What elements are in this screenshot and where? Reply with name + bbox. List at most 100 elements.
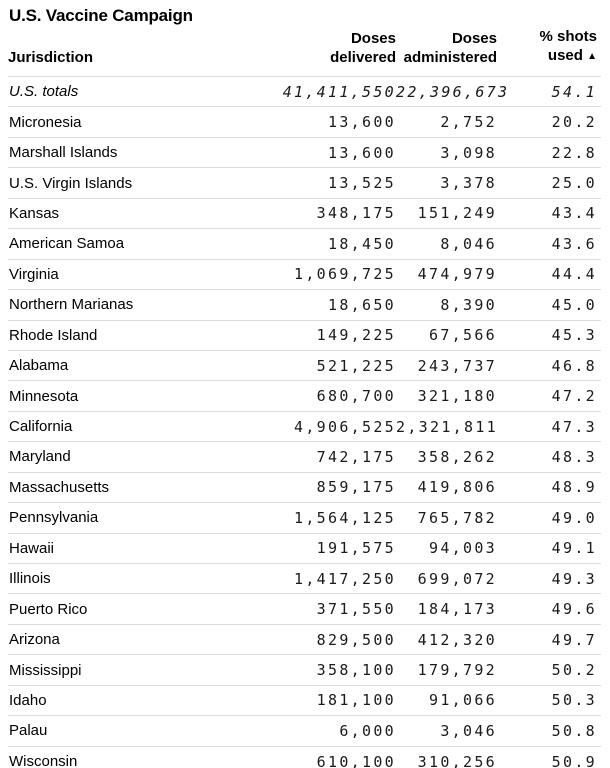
jurisdiction-cell: Maryland <box>9 448 71 466</box>
column-header-jurisdiction-label: Jurisdiction <box>8 49 94 66</box>
doses-delivered-cell: 191,575 <box>316 539 396 558</box>
vaccine-table: Jurisdiction Doses delivered Doses adminis… <box>8 26 601 768</box>
jurisdiction-cell: U.S. Virgin Islands <box>9 174 133 192</box>
doses-delivered-cell: 1,564,125 <box>294 508 396 527</box>
doses-administered-cell: 22,396,673 <box>396 82 510 101</box>
table-row: Minnesota 680,700 321,180 47.2 <box>8 381 601 412</box>
doses-delivered-cell: 610,100 <box>316 752 396 768</box>
pct-shots-used-cell: 50.9 <box>551 752 597 768</box>
column-header-doses-administered[interactable]: Doses administered <box>396 29 497 67</box>
doses-administered-cell: 474,979 <box>417 265 497 284</box>
pct-shots-used-cell: 22.8 <box>551 143 597 162</box>
table-row: Virginia 1,069,725 474,979 44.4 <box>8 260 601 291</box>
table-row: U.S. Virgin Islands 13,525 3,378 25.0 <box>8 168 601 199</box>
doses-delivered-cell: 18,650 <box>328 295 396 314</box>
column-header-jurisdiction[interactable]: Jurisdiction <box>8 48 246 67</box>
jurisdiction-cell: Palau <box>9 722 48 740</box>
table-row: Illinois 1,417,250 699,072 49.3 <box>8 564 601 595</box>
pct-shots-used-cell: 48.9 <box>551 478 597 497</box>
doses-administered-cell: 3,098 <box>440 143 497 162</box>
doses-delivered-cell: 13,600 <box>328 113 396 132</box>
doses-administered-cell: 765,782 <box>417 508 497 527</box>
doses-administered-cell: 8,046 <box>440 234 497 253</box>
pct-shots-used-cell: 49.0 <box>551 508 597 527</box>
doses-administered-cell: 310,256 <box>417 752 497 768</box>
table-body: U.S. totals 41,411,550 22,396,673 54.1 M… <box>8 77 601 768</box>
pct-shots-used-cell: 49.7 <box>551 630 597 649</box>
doses-delivered-cell: 4,906,525 <box>294 417 396 436</box>
pct-shots-used-cell: 45.0 <box>551 295 597 314</box>
doses-delivered-cell: 358,100 <box>316 661 396 680</box>
table-row: Marshall Islands 13,600 3,098 22.8 <box>8 138 601 169</box>
pct-shots-used-cell: 25.0 <box>551 174 597 193</box>
column-header-pct-shots-used[interactable]: % shots used ▲ <box>497 27 601 67</box>
column-header-doses-delivered[interactable]: Doses delivered <box>246 29 396 67</box>
table-row: Idaho 181,100 91,066 50.3 <box>8 686 601 717</box>
pct-shots-used-header-line1: % shots <box>539 28 597 45</box>
pct-shots-used-cell: 50.3 <box>551 691 597 710</box>
pct-shots-used-header-line2: used <box>547 47 583 64</box>
table-row: Wisconsin 610,100 310,256 50.9 <box>8 747 601 768</box>
doses-administered-cell: 2,321,811 <box>396 417 498 436</box>
jurisdiction-cell: Wisconsin <box>9 753 78 768</box>
table-header-row: Jurisdiction Doses delivered Doses adminis… <box>8 26 601 77</box>
table-row: Maryland 742,175 358,262 48.3 <box>8 442 601 473</box>
jurisdiction-cell: Minnesota <box>9 387 79 405</box>
jurisdiction-cell: Arizona <box>9 631 60 649</box>
doses-administered-cell: 151,249 <box>417 204 497 223</box>
pct-shots-used-cell: 46.8 <box>551 356 597 375</box>
doses-delivered-cell: 1,069,725 <box>294 265 396 284</box>
doses-administered-cell: 358,262 <box>417 447 497 466</box>
pct-shots-used-cell: 43.6 <box>551 234 597 253</box>
jurisdiction-cell: Virginia <box>9 265 59 283</box>
jurisdiction-cell: Illinois <box>9 570 51 588</box>
doses-administered-cell: 67,566 <box>429 326 497 345</box>
doses-delivered-cell: 680,700 <box>316 387 396 406</box>
doses-delivered-cell: 521,225 <box>316 356 396 375</box>
page-title: U.S. Vaccine Campaign <box>9 6 193 25</box>
table-row: Palau 6,000 3,046 50.8 <box>8 716 601 747</box>
jurisdiction-cell: Alabama <box>9 357 69 375</box>
table-row: Puerto Rico 371,550 184,173 49.6 <box>8 594 601 625</box>
table-row: Northern Marianas 18,650 8,390 45.0 <box>8 290 601 321</box>
pct-shots-used-cell: 45.3 <box>551 326 597 345</box>
doses-administered-cell: 179,792 <box>417 661 497 680</box>
doses-delivered-header-line1: Doses <box>350 30 396 47</box>
table-row: Massachusetts 859,175 419,806 48.9 <box>8 473 601 504</box>
doses-delivered-cell: 41,411,550 <box>282 82 396 101</box>
table-row: Mississippi 358,100 179,792 50.2 <box>8 655 601 686</box>
pct-shots-used-cell: 49.6 <box>551 600 597 619</box>
pct-shots-used-cell: 54.1 <box>551 82 597 101</box>
pct-shots-used-cell: 47.3 <box>551 417 597 436</box>
jurisdiction-cell: Pennsylvania <box>9 509 99 527</box>
doses-delivered-cell: 13,525 <box>328 174 396 193</box>
jurisdiction-cell: California <box>9 418 73 436</box>
table-row: Pennsylvania 1,564,125 765,782 49.0 <box>8 503 601 534</box>
sort-ascending-icon: ▲ <box>587 51 597 62</box>
doses-administered-cell: 243,737 <box>417 356 497 375</box>
jurisdiction-cell: Micronesia <box>9 113 82 131</box>
table-row: Arizona 829,500 412,320 49.7 <box>8 625 601 656</box>
jurisdiction-cell: Puerto Rico <box>9 600 88 618</box>
doses-delivered-cell: 742,175 <box>316 447 396 466</box>
doses-delivered-cell: 348,175 <box>316 204 396 223</box>
pct-shots-used-cell: 49.3 <box>551 569 597 588</box>
doses-administered-cell: 184,173 <box>417 600 497 619</box>
doses-delivered-cell: 6,000 <box>339 721 396 740</box>
doses-delivered-cell: 149,225 <box>316 326 396 345</box>
jurisdiction-cell: Mississippi <box>9 661 82 679</box>
doses-administered-cell: 321,180 <box>417 387 497 406</box>
table-row: Rhode Island 149,225 67,566 45.3 <box>8 321 601 351</box>
table-row: Hawaii 191,575 94,003 49.1 <box>8 534 601 564</box>
jurisdiction-cell: Kansas <box>9 204 60 222</box>
pct-shots-used-cell: 43.4 <box>551 204 597 223</box>
doses-delivered-cell: 1,417,250 <box>294 569 396 588</box>
doses-administered-cell: 419,806 <box>417 478 497 497</box>
jurisdiction-cell: Marshall Islands <box>9 144 118 162</box>
doses-delivered-cell: 18,450 <box>328 234 396 253</box>
doses-administered-cell: 412,320 <box>417 630 497 649</box>
table-row: American Samoa 18,450 8,046 43.6 <box>8 229 601 260</box>
jurisdiction-cell: American Samoa <box>9 235 125 253</box>
pct-shots-used-cell: 47.2 <box>551 387 597 406</box>
